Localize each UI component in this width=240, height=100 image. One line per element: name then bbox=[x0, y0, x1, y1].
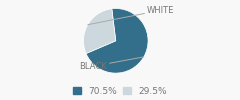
Wedge shape bbox=[84, 9, 116, 54]
Text: BLACK: BLACK bbox=[79, 57, 144, 71]
Text: WHITE: WHITE bbox=[88, 6, 174, 25]
Legend: 70.5%, 29.5%: 70.5%, 29.5% bbox=[73, 86, 167, 96]
Wedge shape bbox=[86, 8, 148, 73]
